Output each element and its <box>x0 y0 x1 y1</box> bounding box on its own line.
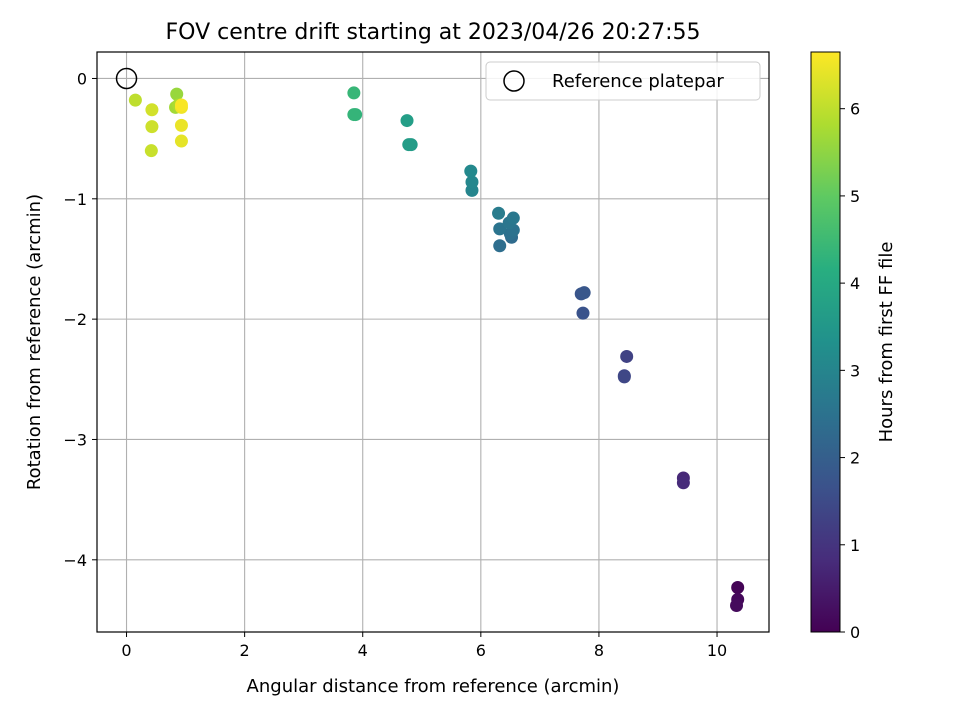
chart-title: FOV centre drift starting at 2023/04/26 … <box>166 20 701 45</box>
y-axis-label: Rotation from reference (arcmin) <box>24 194 45 490</box>
legend-circle-icon <box>503 70 525 92</box>
data-point <box>402 138 416 152</box>
colorbar-tick-label: 1 <box>850 536 860 555</box>
x-tick-label: 6 <box>476 641 486 660</box>
y-tick-label: 0 <box>77 69 87 88</box>
data-points <box>128 86 745 613</box>
data-point <box>577 286 591 300</box>
x-axis-ticks: 0 2 4 6 8 10 <box>121 632 727 660</box>
data-point <box>506 211 520 225</box>
colorbar-tick-label: 3 <box>850 361 860 380</box>
data-point <box>576 306 590 320</box>
data-point <box>465 175 479 189</box>
data-point <box>620 349 634 363</box>
data-point <box>617 370 631 384</box>
grid-lines <box>97 52 769 632</box>
x-axis-label: Angular distance from reference (arcmin) <box>247 676 620 697</box>
x-tick-label: 0 <box>121 641 131 660</box>
data-point <box>347 86 361 100</box>
colorbar-tick-label: 4 <box>850 274 860 293</box>
y-tick-label: −1 <box>63 190 87 209</box>
y-tick-label: −3 <box>63 430 87 449</box>
data-point <box>464 164 478 178</box>
colorbar-tick-label: 2 <box>850 449 860 468</box>
data-point <box>493 239 507 253</box>
data-point <box>730 599 744 613</box>
data-point <box>174 98 188 112</box>
x-tick-label: 8 <box>594 641 604 660</box>
data-point <box>144 144 158 158</box>
plot-frame <box>96 51 770 633</box>
data-point <box>174 134 188 148</box>
data-point <box>174 118 188 132</box>
x-tick-label: 4 <box>358 641 368 660</box>
data-point <box>347 108 361 122</box>
colorbar-tick-label: 0 <box>850 623 860 642</box>
y-axis-ticks: 0 −1 −2 −3 −4 <box>63 69 97 570</box>
legend-box <box>485 61 761 101</box>
colorbar-ticks: 0 1 2 3 4 5 6 <box>840 100 860 642</box>
data-point <box>492 206 506 220</box>
data-point <box>145 103 159 117</box>
y-tick-label: −4 <box>63 551 87 570</box>
reference-marker <box>115 67 138 90</box>
legend: Reference platepar <box>485 61 761 101</box>
data-point <box>128 93 142 107</box>
colorbar-tick-label: 5 <box>850 187 860 206</box>
colorbar-tick-label: 6 <box>850 100 860 119</box>
legend-entry: Reference platepar <box>552 71 724 92</box>
x-tick-label: 2 <box>240 641 250 660</box>
data-point <box>676 476 690 490</box>
reference-point-circle <box>115 67 138 90</box>
data-point <box>170 87 184 101</box>
x-tick-label: 10 <box>707 641 727 660</box>
data-point <box>400 114 414 128</box>
data-point <box>145 120 159 134</box>
data-point <box>493 222 507 236</box>
colorbar-label: Hours from first FF file <box>876 242 897 443</box>
colorbar <box>810 51 841 633</box>
data-point <box>731 580 745 594</box>
y-tick-label: −2 <box>63 310 87 329</box>
